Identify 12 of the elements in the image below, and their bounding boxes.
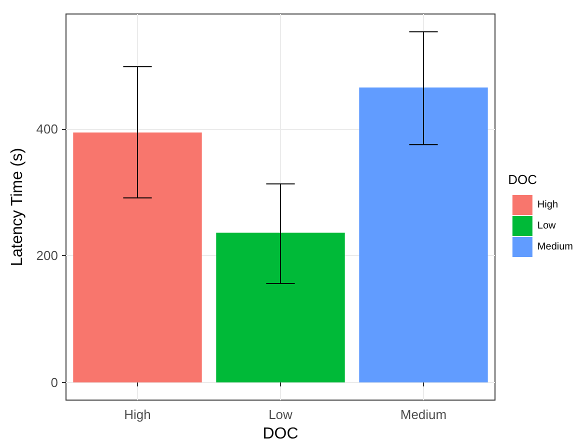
y-tick-label: 400 bbox=[36, 121, 58, 136]
legend-label: Low bbox=[537, 220, 557, 232]
legend-label: High bbox=[537, 200, 558, 210]
y-tick-label: 200 bbox=[36, 248, 58, 264]
legend-title: DOC bbox=[508, 172, 537, 187]
legend-label: Medium bbox=[537, 242, 574, 252]
y-tick-label: 0 bbox=[50, 374, 58, 390]
x-tick-label: Low bbox=[268, 407, 294, 422]
x-axis-title: DOC bbox=[262, 426, 298, 442]
x-tick-label: Medium bbox=[400, 407, 447, 422]
y-axis-title: Latency Time (s) bbox=[8, 148, 26, 266]
x-tick-label: High bbox=[124, 407, 151, 422]
